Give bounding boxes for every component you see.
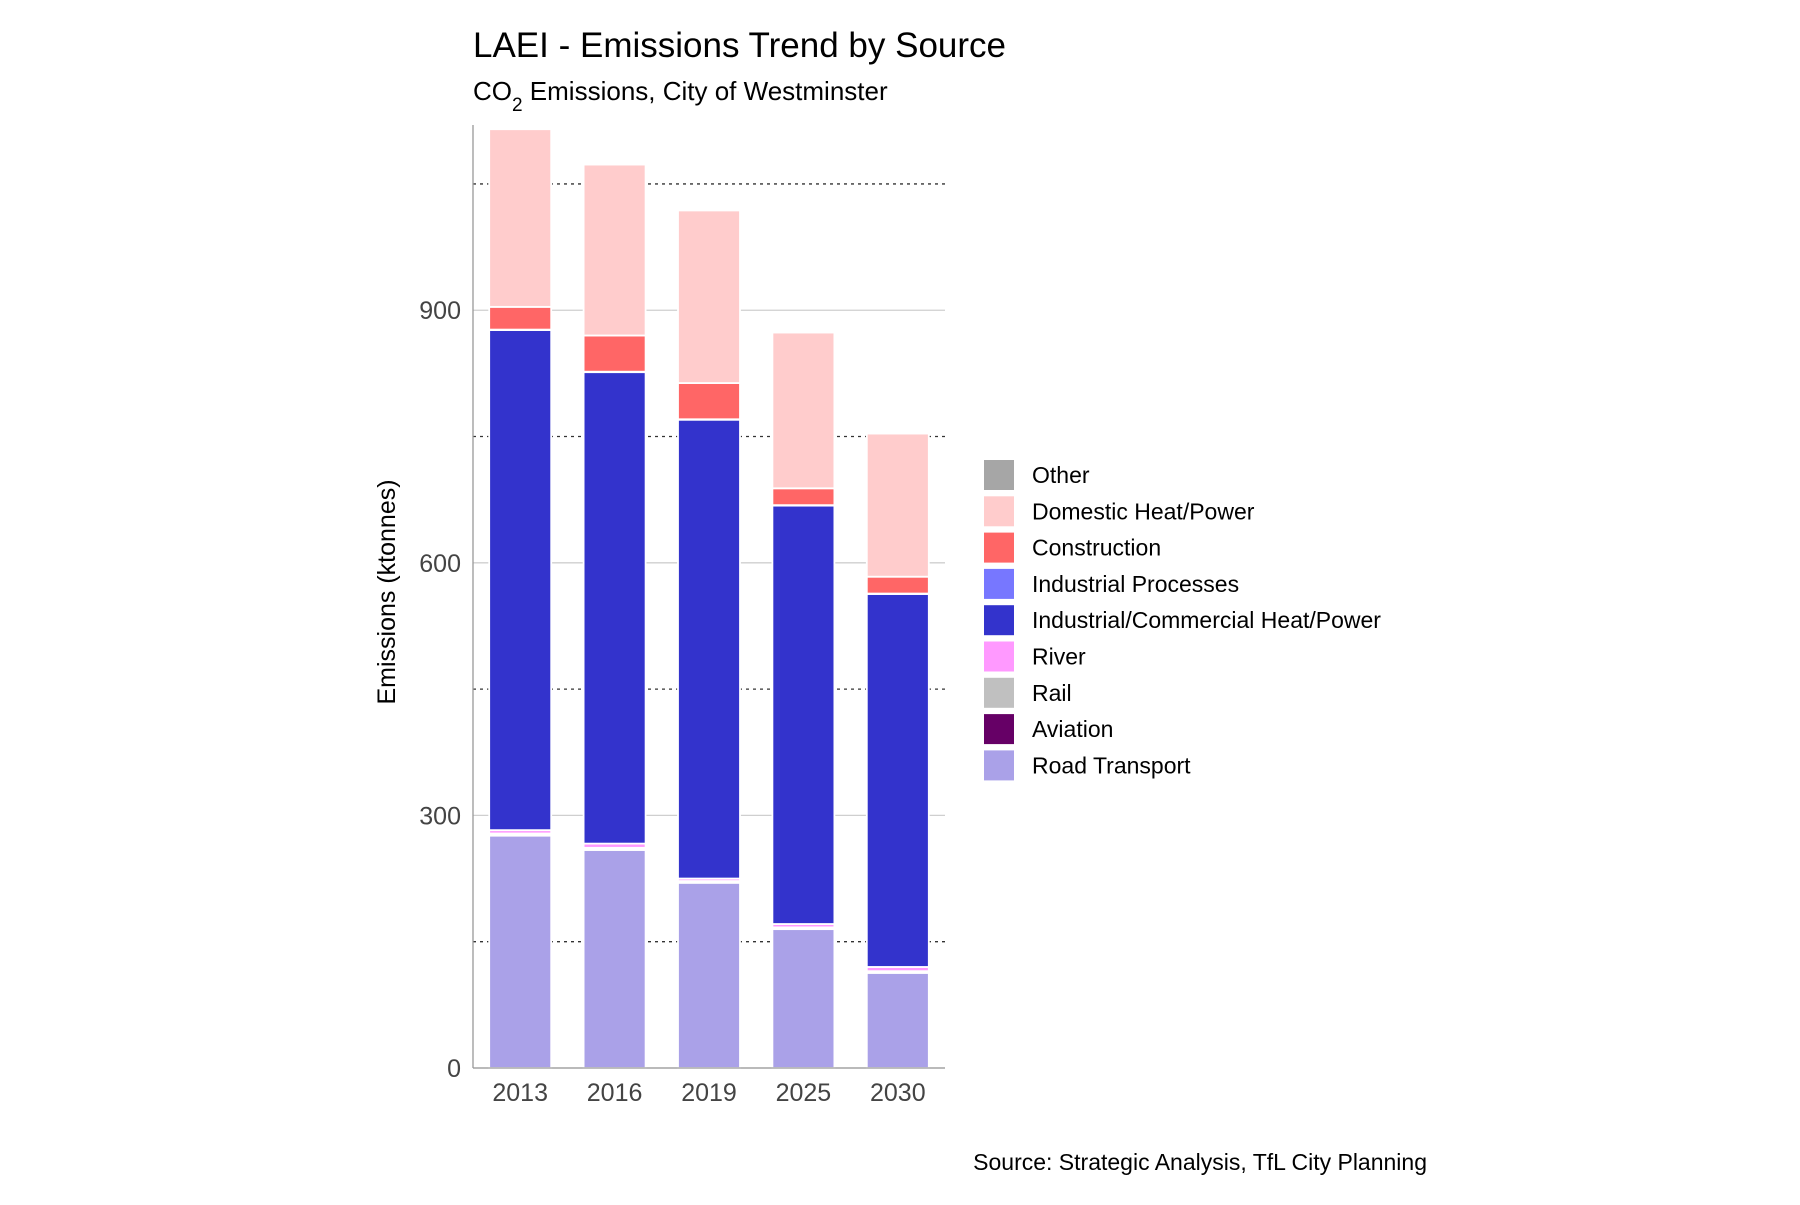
y-tick-label-300: 300	[419, 802, 461, 830]
bar-group-2019	[677, 209, 741, 1069]
legend-item-other: Other	[984, 460, 1090, 490]
x-tick-label-2016: 2016	[587, 1079, 643, 1107]
legend-item-rail: Rail	[984, 677, 1072, 708]
bar-segment-2016-industrial-commercial-heat-power	[582, 371, 647, 845]
x-tick-label-2019: 2019	[681, 1079, 737, 1107]
subtitle-prefix: CO	[473, 76, 512, 106]
legend-item-road-transport: Road Transport	[984, 750, 1191, 781]
bar-segment-2025-road-transport	[771, 928, 836, 1069]
bar-segment-2013-road-transport	[488, 834, 553, 1069]
subtitle-subscript: 2	[512, 95, 523, 116]
legend-item-aviation: Aviation	[984, 714, 1113, 745]
legend-key-other	[984, 460, 1014, 490]
legend-key-domestic-heat-power	[984, 496, 1014, 527]
legend-label-other: Other	[1032, 462, 1090, 488]
legend-key-industrial-commercial-heat-power	[984, 605, 1014, 636]
y-tick-label-900: 900	[419, 297, 461, 325]
legend-label-industrial-processes: Industrial Processes	[1032, 571, 1239, 597]
legend-item-river: River	[984, 641, 1086, 672]
bar-segment-2016-domestic-heat-power	[582, 163, 647, 337]
legend-key-construction	[984, 532, 1014, 563]
subtitle-suffix: Emissions, City of Westminster	[523, 76, 888, 106]
y-tick-label-600: 600	[419, 550, 461, 578]
legend-item-industrial-processes: Industrial Processes	[984, 568, 1239, 599]
bar-segment-2013-industrial-commercial-heat-power	[488, 329, 553, 832]
bar-segment-2025-construction	[771, 487, 836, 507]
y-tick-label-0: 0	[447, 1055, 461, 1083]
legend: Other Domestic Heat/Power Construction Indu…	[984, 460, 1381, 781]
bar-segment-2019-road-transport	[677, 881, 741, 1069]
x-tick-label-2013: 2013	[492, 1079, 548, 1107]
bar-segment-2013-domestic-heat-power	[488, 128, 553, 308]
legend-key-aviation	[984, 714, 1014, 745]
bar-segment-2016-road-transport	[582, 849, 647, 1069]
chart-caption: Source: Strategic Analysis, TfL City Pla…	[973, 1149, 1427, 1175]
chart-title: LAEI - Emissions Trend by Source	[473, 26, 1006, 65]
bar-segment-2030-industrial-commercial-heat-power	[865, 593, 930, 968]
legend-label-domestic-heat-power: Domestic Heat/Power	[1032, 498, 1255, 524]
x-tick-label-2025: 2025	[776, 1079, 832, 1107]
bar-segment-2019-construction	[677, 382, 741, 421]
bar-segment-2019-industrial-commercial-heat-power	[677, 418, 741, 880]
legend-label-rail: Rail	[1032, 680, 1072, 706]
chart-subtitle: CO2 Emissions, City of Westminster	[473, 76, 888, 116]
bars-layer	[488, 128, 930, 1069]
bar-segment-2025-domestic-heat-power	[771, 331, 836, 490]
legend-item-domestic-heat-power: Domestic Heat/Power	[984, 496, 1255, 527]
legend-label-aviation: Aviation	[1032, 716, 1113, 742]
legend-item-construction: Construction	[984, 532, 1161, 563]
bar-segment-2030-road-transport	[865, 971, 930, 1069]
axis-layer: 0 300 600 900 2013 2016 2019 2025 2030	[419, 125, 945, 1107]
bar-segment-2030-domestic-heat-power	[865, 432, 930, 578]
legend-key-industrial-processes	[984, 568, 1014, 599]
legend-label-construction: Construction	[1032, 535, 1161, 561]
legend-label-industrial-commercial-heat-power: Industrial/Commercial Heat/Power	[1032, 607, 1381, 633]
bar-group-2013	[488, 128, 553, 1069]
y-axis-label: Emissions (ktonnes)	[373, 479, 401, 704]
legend-key-rail	[984, 677, 1014, 708]
legend-label-river: River	[1032, 644, 1086, 670]
legend-key-road-transport	[984, 750, 1014, 781]
bar-segment-2025-industrial-commercial-heat-power	[771, 504, 836, 925]
x-tick-label-2030: 2030	[870, 1079, 926, 1107]
legend-item-industrial-commercial-heat-power: Industrial/Commercial Heat/Power	[984, 605, 1381, 636]
legend-label-road-transport: Road Transport	[1032, 752, 1191, 778]
bar-segment-2013-construction	[488, 305, 553, 331]
bar-segment-2030-construction	[865, 575, 930, 595]
legend-key-river	[984, 641, 1014, 672]
bar-group-2025	[771, 331, 836, 1069]
bar-segment-2016-construction	[582, 334, 647, 373]
bar-segment-2019-domestic-heat-power	[677, 209, 741, 384]
bar-group-2016	[582, 163, 647, 1069]
bar-group-2030	[865, 432, 930, 1069]
